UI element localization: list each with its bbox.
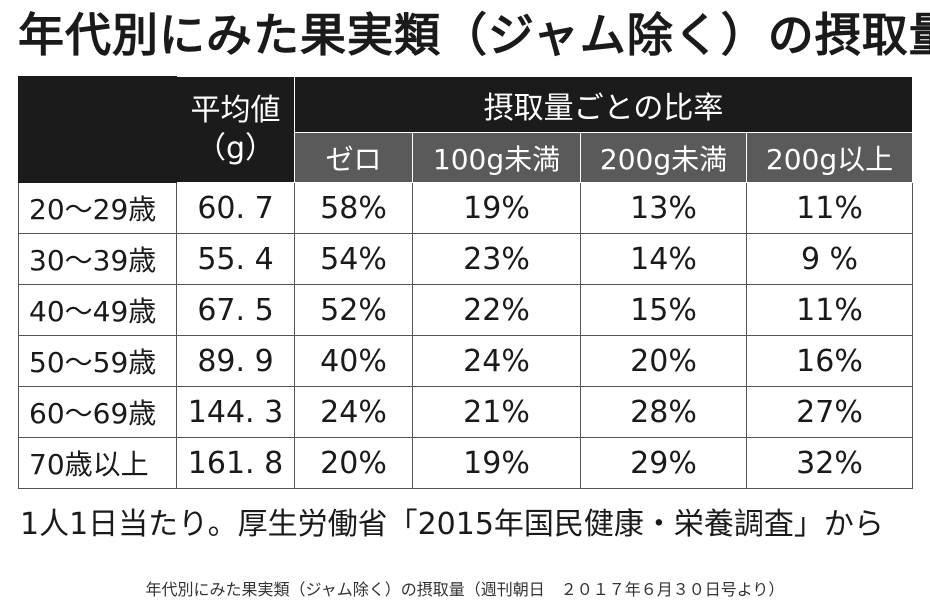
table-row: 20～29歳 60. 7 58% 19% 13% 11% <box>18 182 914 234</box>
under-100g-cell: 19% <box>412 437 581 489</box>
subheader-under-200g: 200g未満 <box>580 132 747 183</box>
table-row: 60～69歳 144. 3 24% 21% 28% 27% <box>18 386 914 438</box>
mean-cell: 67. 5 <box>176 284 295 336</box>
zero-cell: 58% <box>294 182 413 234</box>
under-200g-cell: 13% <box>580 182 747 234</box>
200g-plus-cell: 9 % <box>745 233 914 285</box>
mean-cell: 60. 7 <box>176 182 295 234</box>
source-note: 1人1日当たり。厚生労働省「2015年国民健康・栄養調査」から <box>20 507 884 542</box>
age-cell: 30～39歳 <box>18 233 177 285</box>
200g-plus-cell: 11% <box>745 182 914 234</box>
200g-plus-cell: 11% <box>745 284 914 336</box>
subheader-200g-plus: 200g以上 <box>745 132 914 183</box>
under-200g-cell: 15% <box>580 284 747 336</box>
mean-cell: 144. 3 <box>176 386 295 438</box>
image-caption: 年代別にみた果実類（ジャム除く）の摂取量（週刊朝日 ２０１７年６月３０日号より） <box>145 580 785 599</box>
table-row: 30～39歳 55. 4 54% 23% 14% 9 % <box>18 233 914 285</box>
intake-table: 平均値 （g） 摂取量ごとの比率 ゼロ 100g未満 200g未満 200g以上… <box>18 76 914 489</box>
under-100g-cell: 24% <box>412 335 581 387</box>
mean-cell: 161. 8 <box>176 437 295 489</box>
under-200g-cell: 14% <box>580 233 747 285</box>
under-100g-cell: 19% <box>412 182 581 234</box>
under-100g-cell: 21% <box>412 386 581 438</box>
zero-cell: 40% <box>294 335 413 387</box>
table-row: 40～49歳 67. 5 52% 22% 15% 11% <box>18 284 914 336</box>
subheader-zero: ゼロ <box>294 132 413 183</box>
under-100g-cell: 23% <box>412 233 581 285</box>
under-200g-cell: 28% <box>580 386 747 438</box>
zero-cell: 20% <box>294 437 413 489</box>
under-200g-cell: 20% <box>580 335 747 387</box>
mean-cell: 89. 9 <box>176 335 295 387</box>
mean-header: 平均値 （g） <box>176 76 295 183</box>
under-200g-cell: 29% <box>580 437 747 489</box>
zero-cell: 54% <box>294 233 413 285</box>
zero-cell: 24% <box>294 386 413 438</box>
200g-plus-cell: 16% <box>745 335 914 387</box>
table-row: 50～59歳 89. 9 40% 24% 20% 16% <box>18 335 914 387</box>
subheader-under-100g: 100g未満 <box>412 132 581 183</box>
zero-cell: 52% <box>294 284 413 336</box>
corner-header-cell <box>18 76 177 183</box>
200g-plus-cell: 32% <box>745 437 914 489</box>
age-cell: 70歳以上 <box>18 437 177 489</box>
age-cell: 20～29歳 <box>18 182 177 234</box>
age-cell: 50～59歳 <box>18 335 177 387</box>
mean-cell: 55. 4 <box>176 233 295 285</box>
under-100g-cell: 22% <box>412 284 581 336</box>
page-title: 年代別にみた果実類（ジャム除く）の摂取量 <box>18 8 930 62</box>
age-cell: 60～69歳 <box>18 386 177 438</box>
200g-plus-cell: 27% <box>745 386 914 438</box>
age-cell: 40～49歳 <box>18 284 177 336</box>
table-row: 70歳以上 161. 8 20% 19% 29% 32% <box>18 437 914 489</box>
ratio-group-header: 摂取量ごとの比率 <box>293 76 914 133</box>
